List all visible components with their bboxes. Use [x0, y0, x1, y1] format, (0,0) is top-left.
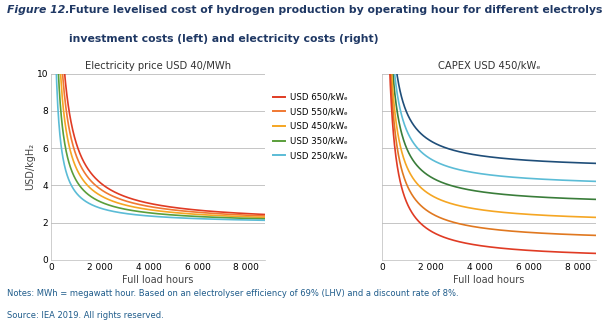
Text: Source: IEA 2019. All rights reserved.: Source: IEA 2019. All rights reserved.	[7, 311, 164, 320]
X-axis label: Full load hours: Full load hours	[122, 275, 194, 284]
Y-axis label: USD/kgH₂: USD/kgH₂	[25, 143, 36, 190]
X-axis label: Full load hours: Full load hours	[453, 275, 525, 284]
Text: investment costs (left) and electricity costs (right): investment costs (left) and electricity …	[69, 34, 379, 44]
Text: Notes: MWh = megawatt hour. Based on an electrolyser efficiency of 69% (LHV) and: Notes: MWh = megawatt hour. Based on an …	[7, 289, 459, 299]
Title: Electricity price USD 40/MWh: Electricity price USD 40/MWh	[85, 61, 231, 71]
Legend: USD 650/kWₑ, USD 550/kWₑ, USD 450/kWₑ, USD 350/kWₑ, USD 250/kWₑ: USD 650/kWₑ, USD 550/kWₑ, USD 450/kWₑ, U…	[273, 93, 347, 160]
Text: Figure 12.: Figure 12.	[7, 5, 70, 15]
Text: Future levelised cost of hydrogen production by operating hour for different ele: Future levelised cost of hydrogen produc…	[69, 5, 602, 15]
Title: CAPEX USD 450/kWₑ: CAPEX USD 450/kWₑ	[438, 61, 541, 71]
